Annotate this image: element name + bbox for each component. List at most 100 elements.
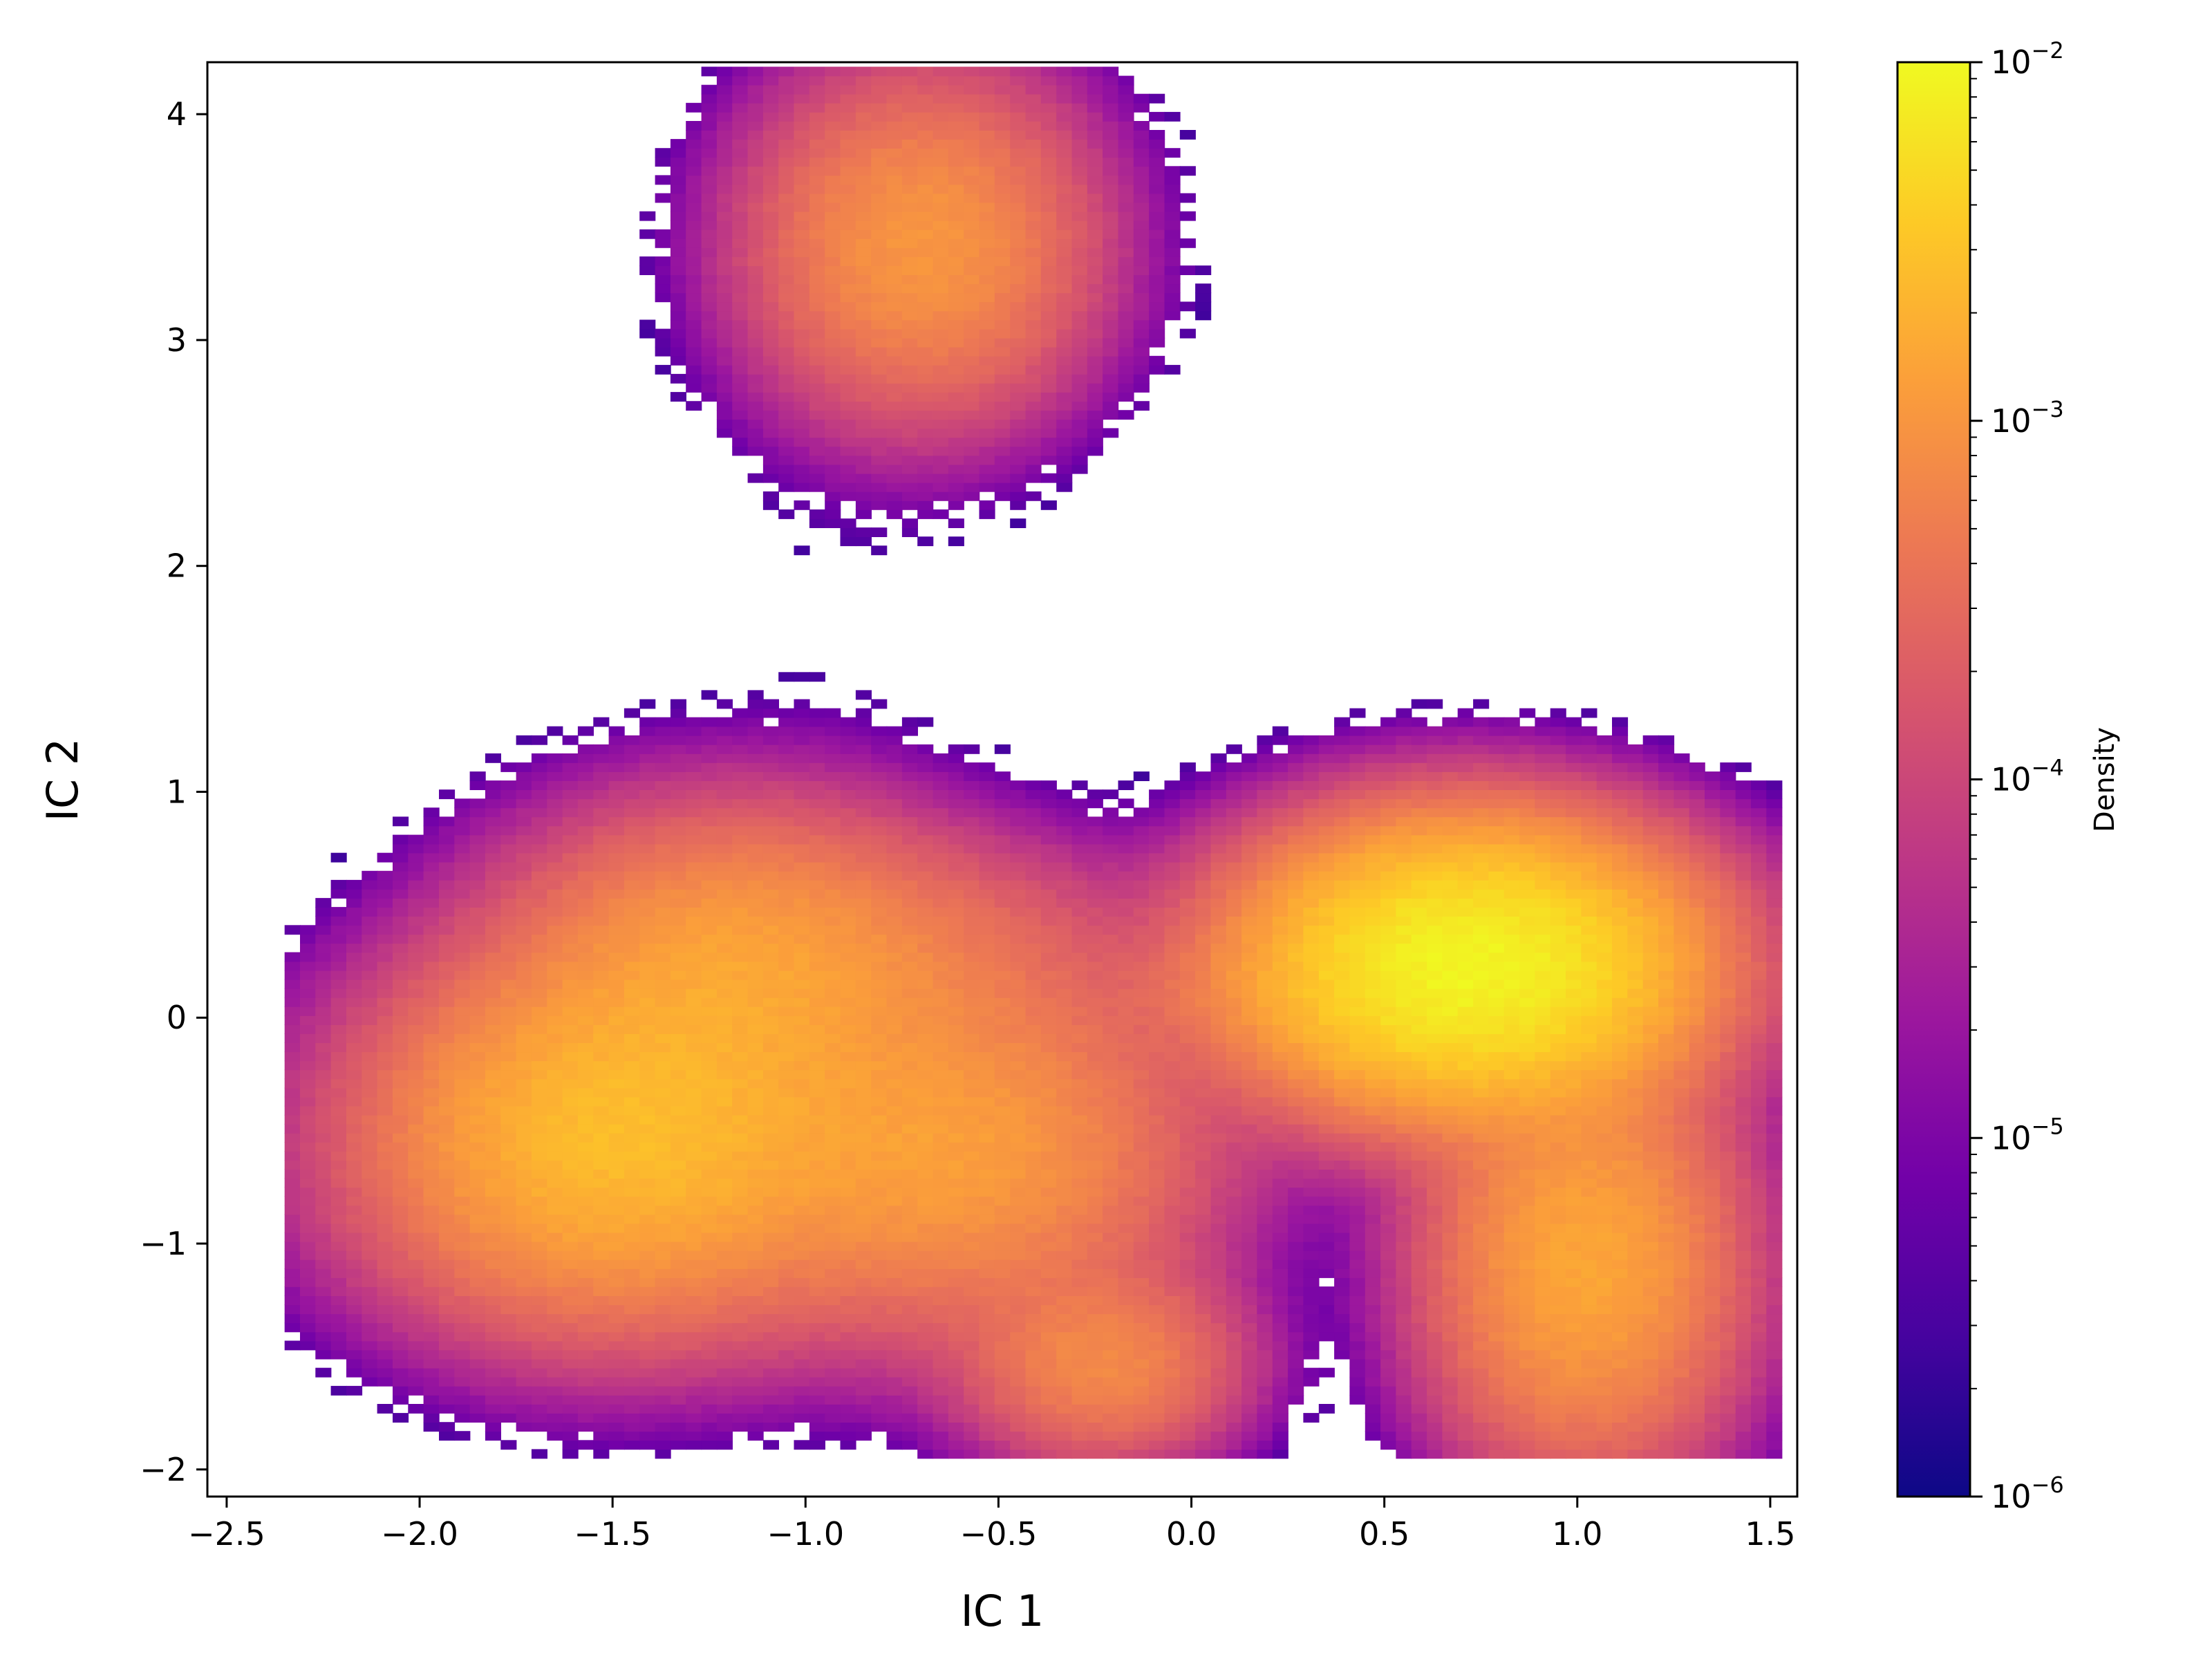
density-cell bbox=[485, 798, 501, 809]
density-cell bbox=[762, 1422, 779, 1432]
density-cell bbox=[716, 1024, 733, 1034]
density-cell bbox=[593, 1413, 610, 1423]
density-cell bbox=[701, 726, 718, 736]
density-cell bbox=[809, 898, 825, 908]
density-cell bbox=[562, 735, 579, 745]
density-cell bbox=[577, 1277, 594, 1287]
density-cell bbox=[840, 879, 856, 890]
density-cell bbox=[732, 373, 749, 384]
density-cell bbox=[516, 1331, 532, 1342]
density-cell bbox=[655, 753, 671, 763]
density-cell bbox=[608, 1151, 625, 1161]
density-cell bbox=[794, 1395, 810, 1405]
density-cell bbox=[840, 229, 856, 239]
density-cell bbox=[608, 1422, 625, 1432]
density-cell bbox=[393, 1413, 409, 1423]
density-cell bbox=[1056, 373, 1073, 384]
density-cell bbox=[485, 843, 501, 854]
density-cell bbox=[562, 1214, 579, 1224]
density-cell bbox=[393, 1178, 409, 1188]
density-cell bbox=[593, 1051, 610, 1062]
density-cell bbox=[701, 771, 718, 781]
density-cell bbox=[1040, 157, 1057, 167]
density-cell bbox=[964, 861, 980, 872]
density-cell bbox=[948, 1232, 964, 1242]
density-cell bbox=[778, 437, 795, 447]
density-cell bbox=[500, 1033, 517, 1043]
density-cell bbox=[871, 1241, 888, 1251]
density-cell bbox=[855, 690, 872, 700]
density-cell bbox=[284, 1259, 301, 1269]
density-cell bbox=[485, 1268, 501, 1278]
density-cell bbox=[747, 717, 764, 727]
density-cell bbox=[454, 970, 471, 980]
density-cell bbox=[762, 419, 779, 429]
density-cell bbox=[762, 66, 779, 77]
density-cell bbox=[531, 907, 547, 917]
density-cell bbox=[1010, 464, 1027, 474]
density-cell bbox=[300, 1259, 317, 1269]
density-cell bbox=[1040, 870, 1057, 881]
density-cell bbox=[716, 699, 733, 709]
density-cell bbox=[762, 111, 779, 122]
density-cell bbox=[377, 925, 393, 935]
density-cell bbox=[948, 1196, 964, 1206]
density-cell bbox=[500, 1205, 517, 1215]
density-cell bbox=[809, 1322, 825, 1333]
density-cell bbox=[701, 274, 718, 285]
density-cell bbox=[932, 1006, 949, 1016]
density-cell bbox=[408, 1087, 424, 1098]
density-cell bbox=[315, 1078, 332, 1089]
density-cell bbox=[655, 1060, 671, 1071]
density-cell bbox=[886, 726, 903, 736]
density-cell bbox=[393, 1376, 409, 1387]
density-cell bbox=[469, 1105, 486, 1116]
density-cell bbox=[747, 229, 764, 239]
density-cell bbox=[979, 1142, 995, 1152]
density-cell bbox=[408, 1295, 424, 1306]
density-cell bbox=[778, 139, 795, 149]
density-cell bbox=[732, 184, 749, 194]
density-cell bbox=[362, 952, 378, 962]
density-cell bbox=[932, 238, 949, 248]
density-cell bbox=[516, 1060, 532, 1071]
density-cell bbox=[1056, 229, 1073, 239]
density-cell bbox=[747, 130, 764, 140]
density-cell bbox=[716, 1422, 733, 1432]
density-cell bbox=[917, 75, 934, 86]
density-cell bbox=[300, 1006, 317, 1016]
density-cell bbox=[330, 1313, 347, 1324]
density-cell bbox=[979, 193, 995, 203]
density-cell bbox=[732, 238, 749, 248]
density-cell bbox=[794, 1404, 810, 1414]
density-cell bbox=[423, 1295, 440, 1306]
density-cell bbox=[747, 1132, 764, 1143]
density-cell bbox=[315, 1223, 332, 1233]
density-cell bbox=[809, 780, 825, 790]
density-cell bbox=[686, 979, 702, 989]
density-cell bbox=[809, 1024, 825, 1034]
density-cell bbox=[701, 1440, 718, 1450]
density-cell bbox=[901, 762, 918, 772]
density-cell bbox=[762, 1385, 779, 1396]
density-cell bbox=[840, 1205, 856, 1215]
density-cell bbox=[686, 1214, 702, 1224]
density-cell bbox=[747, 1223, 764, 1233]
density-cell bbox=[377, 1105, 393, 1116]
density-cell bbox=[485, 889, 501, 899]
density-cell bbox=[1025, 265, 1042, 275]
density-cell bbox=[284, 1268, 301, 1278]
density-cell bbox=[732, 111, 749, 122]
density-cell bbox=[886, 301, 903, 312]
density-cell bbox=[315, 1313, 332, 1324]
density-cell bbox=[871, 1105, 888, 1116]
density-cell bbox=[762, 301, 779, 312]
density-cell bbox=[886, 75, 903, 86]
density-cell bbox=[439, 1349, 456, 1360]
density-cell bbox=[469, 1033, 486, 1043]
density-cell bbox=[871, 1114, 888, 1125]
density-cell bbox=[932, 337, 949, 348]
density-cell bbox=[747, 1268, 764, 1278]
density-cell bbox=[454, 1268, 471, 1278]
density-cell bbox=[346, 1178, 363, 1188]
